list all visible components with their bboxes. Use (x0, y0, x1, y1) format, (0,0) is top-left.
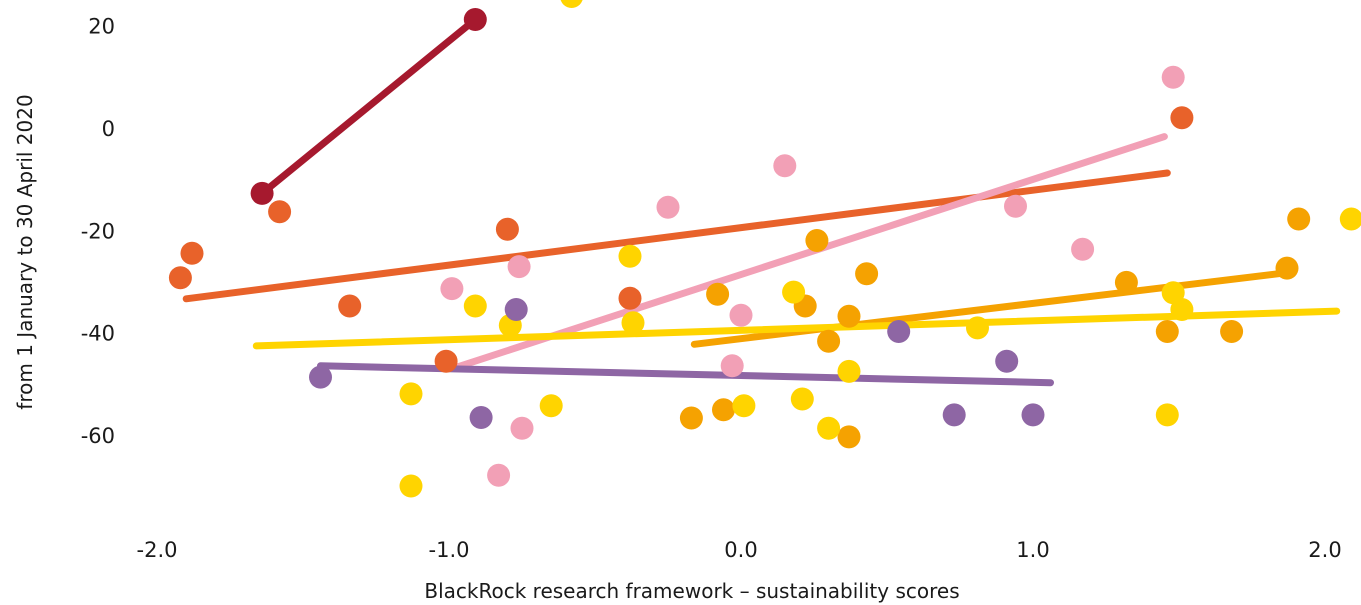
data-point-s4-10 (790, 387, 814, 411)
data-point-s4-0 (399, 382, 423, 406)
data-point-s1-3 (338, 294, 362, 318)
data-point-s2-6 (729, 303, 753, 327)
data-point-s5-5 (995, 349, 1019, 373)
trend-line-s0 (258, 16, 479, 197)
x-axis-ticks: -2.0 -1.0 0.0 1.0 2.0 (137, 538, 1342, 562)
y-tick-label: -40 (81, 322, 115, 346)
data-point-s2-8 (1004, 194, 1027, 218)
data-point-s3-3 (805, 229, 829, 252)
data-point-s4-17 (1339, 207, 1361, 231)
data-point-s2-4 (656, 195, 680, 219)
data-point-s3-4 (817, 329, 841, 353)
y-tick-label: 0 (102, 117, 115, 141)
data-point-s0-0 (250, 181, 274, 205)
data-point-s2-3 (487, 463, 511, 487)
data-point-s4-12 (837, 359, 861, 383)
data-point-s5-0 (309, 365, 332, 389)
data-point-s5-3 (887, 320, 911, 343)
data-point-s3-10 (1155, 320, 1179, 343)
data-point-s5-4 (942, 403, 966, 427)
trend-line-s3 (690, 269, 1291, 348)
data-point-s3-1 (706, 282, 730, 306)
data-point-s3-11 (1220, 320, 1244, 343)
data-point-s4-14 (1155, 403, 1179, 427)
trend-line-s4 (252, 307, 1341, 350)
data-point-s4-2 (463, 294, 487, 318)
data-point-s4-5 (560, 0, 583, 8)
data-point-s4-7 (621, 311, 645, 335)
data-point-s3-9 (1114, 270, 1138, 294)
x-tick-label: 0.0 (724, 538, 757, 562)
trend-line-s5 (317, 362, 1054, 387)
data-point-s2-1 (507, 255, 531, 279)
y-tick-label: 20 (88, 15, 115, 39)
data-point-s4-1 (399, 474, 423, 498)
data-point-s1-2 (268, 200, 292, 224)
data-point-s4-13 (966, 316, 989, 340)
data-point-s3-13 (1287, 207, 1311, 231)
data-point-s4-6 (618, 244, 642, 268)
trend-line-s1 (182, 169, 1171, 303)
data-point-s2-5 (720, 354, 744, 378)
y-tick-label: -20 (81, 219, 115, 243)
data-point-s4-16 (1170, 298, 1194, 321)
data-point-s2-9 (1071, 237, 1095, 261)
data-point-s3-0 (679, 406, 703, 430)
data-point-s4-9 (782, 280, 806, 304)
data-point-s1-5 (495, 217, 519, 241)
trend-line-s2 (454, 133, 1168, 371)
data-point-s1-0 (168, 266, 192, 290)
data-point-s1-4 (434, 349, 458, 373)
data-point-s1-6 (618, 286, 642, 310)
data-point-s1-7 (1170, 106, 1194, 130)
x-axis-title: BlackRock research framework – sustainab… (424, 579, 959, 603)
x-tick-label: -2.0 (137, 538, 178, 562)
x-tick-label: -1.0 (429, 538, 470, 562)
x-tick-label: 2.0 (1308, 538, 1341, 562)
data-point-s3-6 (837, 304, 861, 328)
data-point-s3-12 (1275, 256, 1299, 280)
data-point-s5-1 (469, 406, 493, 429)
y-axis-ticks: 20 0 -20 -40 -60 (81, 15, 115, 448)
data-point-s3-8 (855, 262, 879, 286)
data-point-s4-8 (732, 394, 756, 418)
y-tick-label: -60 (81, 424, 115, 448)
data-point-s1-1 (180, 241, 204, 265)
data-point-s2-7 (773, 154, 797, 178)
data-point-s4-11 (817, 416, 841, 440)
x-tick-label: 1.0 (1016, 538, 1049, 562)
data-points (168, 0, 1361, 498)
data-point-s2-2 (510, 416, 534, 440)
data-point-s3-2 (712, 398, 735, 422)
data-point-s0-1 (463, 8, 487, 31)
data-point-s2-10 (1161, 65, 1185, 89)
data-point-s5-6 (1021, 403, 1045, 427)
data-point-s5-2 (504, 298, 528, 321)
y-axis-title: from 1 January to 30 April 2020 (13, 94, 37, 409)
data-point-s3-7 (837, 425, 861, 449)
data-point-s2-0 (440, 277, 464, 301)
data-point-s4-4 (539, 394, 563, 418)
